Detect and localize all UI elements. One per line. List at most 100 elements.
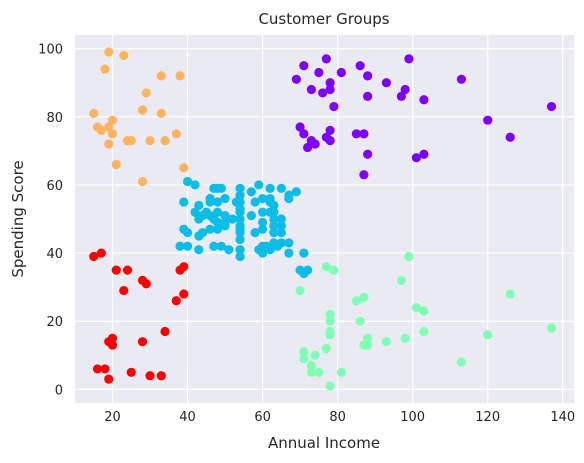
data-point-cluster-5 <box>182 228 193 238</box>
data-point-cluster-5 <box>216 183 226 193</box>
data-point-cluster-5 <box>246 210 256 221</box>
data-point-cluster-5 <box>235 190 245 200</box>
data-point-cluster-4 <box>299 61 309 71</box>
data-point-cluster-5 <box>269 221 279 231</box>
data-point-cluster-5 <box>190 180 200 190</box>
data-point-cluster-5 <box>303 265 313 275</box>
data-point-cluster-4 <box>325 78 335 88</box>
data-point-cluster-3 <box>456 357 467 367</box>
data-point-cluster-2 <box>145 371 155 381</box>
data-point-cluster-5 <box>284 238 294 248</box>
data-point-cluster-5 <box>291 187 301 197</box>
data-point-cluster-4 <box>336 67 346 78</box>
data-point-cluster-4 <box>359 170 369 180</box>
data-point-cluster-5 <box>205 224 215 234</box>
data-point-cluster-2 <box>92 364 103 374</box>
data-point-cluster-5 <box>254 180 264 190</box>
data-point-cluster-5 <box>235 214 245 224</box>
data-point-cluster-3 <box>325 316 335 326</box>
data-point-cluster-2 <box>111 265 121 275</box>
data-point-cluster-5 <box>276 238 286 248</box>
y-axis-label: Spending Score <box>9 160 27 277</box>
data-point-cluster-5 <box>220 221 230 231</box>
data-point-cluster-1 <box>160 136 170 146</box>
data-point-cluster-3 <box>419 306 429 316</box>
data-point-cluster-2 <box>141 279 151 289</box>
x-tick-label: 100 <box>400 410 425 425</box>
data-point-cluster-5 <box>269 200 279 210</box>
data-point-cluster-2 <box>100 364 110 374</box>
data-point-cluster-3 <box>483 330 493 340</box>
data-point-cluster-1 <box>137 105 148 115</box>
data-point-cluster-1 <box>104 139 114 149</box>
data-point-cluster-1 <box>96 125 106 136</box>
data-point-cluster-2 <box>89 251 99 262</box>
data-point-cluster-5 <box>250 228 260 238</box>
data-point-cluster-5 <box>205 197 215 207</box>
data-point-cluster-3 <box>321 262 331 272</box>
data-point-cluster-3 <box>546 323 557 333</box>
data-point-cluster-2 <box>156 371 166 381</box>
data-point-cluster-1 <box>171 129 181 139</box>
data-point-cluster-4 <box>318 88 328 98</box>
y-tick-label: 40 <box>46 247 63 262</box>
x-tick-label: 80 <box>329 410 346 425</box>
data-point-cluster-2 <box>107 340 118 350</box>
data-point-cluster-1 <box>107 115 118 125</box>
data-point-cluster-3 <box>363 340 373 350</box>
data-point-cluster-1 <box>119 50 129 61</box>
x-tick-label: 120 <box>475 410 500 425</box>
x-axis-label: Annual Income <box>268 434 380 452</box>
data-point-cluster-5 <box>224 245 234 255</box>
data-point-cluster-4 <box>400 84 410 95</box>
data-point-cluster-3 <box>336 367 346 377</box>
data-point-cluster-5 <box>276 214 286 224</box>
data-point-cluster-3 <box>321 343 331 354</box>
data-point-cluster-5 <box>194 200 204 210</box>
data-point-cluster-5 <box>212 224 223 234</box>
y-tick-label: 20 <box>46 315 63 330</box>
data-point-cluster-5 <box>265 245 275 255</box>
data-point-cluster-5 <box>212 197 223 207</box>
data-point-cluster-5 <box>235 197 245 207</box>
data-point-cluster-4 <box>306 84 316 95</box>
data-point-cluster-5 <box>190 207 200 217</box>
data-point-cluster-4 <box>321 54 331 64</box>
data-point-cluster-4 <box>325 136 335 146</box>
data-point-cluster-1 <box>145 136 155 146</box>
data-point-cluster-3 <box>325 381 335 391</box>
data-point-cluster-3 <box>355 316 365 326</box>
data-point-cluster-4 <box>299 129 309 139</box>
data-point-cluster-5 <box>182 176 193 187</box>
data-point-cluster-5 <box>269 228 279 238</box>
data-point-cluster-5 <box>179 197 189 207</box>
data-point-cluster-1 <box>89 108 99 118</box>
data-point-cluster-5 <box>212 217 223 228</box>
data-point-cluster-2 <box>119 285 129 296</box>
data-point-cluster-5 <box>250 197 260 207</box>
data-point-cluster-4 <box>329 101 339 112</box>
data-point-cluster-3 <box>299 347 309 357</box>
x-tick-label: 60 <box>254 410 271 425</box>
data-point-cluster-4 <box>396 91 407 101</box>
data-point-cluster-4 <box>456 74 467 84</box>
data-point-cluster-2 <box>137 337 148 347</box>
data-point-cluster-5 <box>227 214 238 224</box>
data-point-cluster-3 <box>325 309 335 320</box>
data-point-cluster-4 <box>505 132 515 142</box>
x-tick-label: 20 <box>104 410 121 425</box>
data-point-cluster-4 <box>419 95 429 105</box>
data-point-cluster-5 <box>235 245 245 255</box>
data-point-cluster-3 <box>419 326 429 337</box>
data-point-cluster-3 <box>505 289 515 299</box>
data-point-cluster-5 <box>269 207 279 217</box>
data-point-cluster-1 <box>126 136 136 146</box>
data-point-cluster-1 <box>100 64 110 74</box>
data-point-cluster-5 <box>220 210 230 221</box>
data-point-cluster-5 <box>235 183 245 193</box>
data-point-cluster-3 <box>310 350 320 360</box>
data-point-cluster-2 <box>96 248 106 258</box>
data-point-cluster-1 <box>175 71 185 81</box>
y-tick-label: 80 <box>46 111 63 126</box>
data-point-cluster-5 <box>235 204 245 214</box>
